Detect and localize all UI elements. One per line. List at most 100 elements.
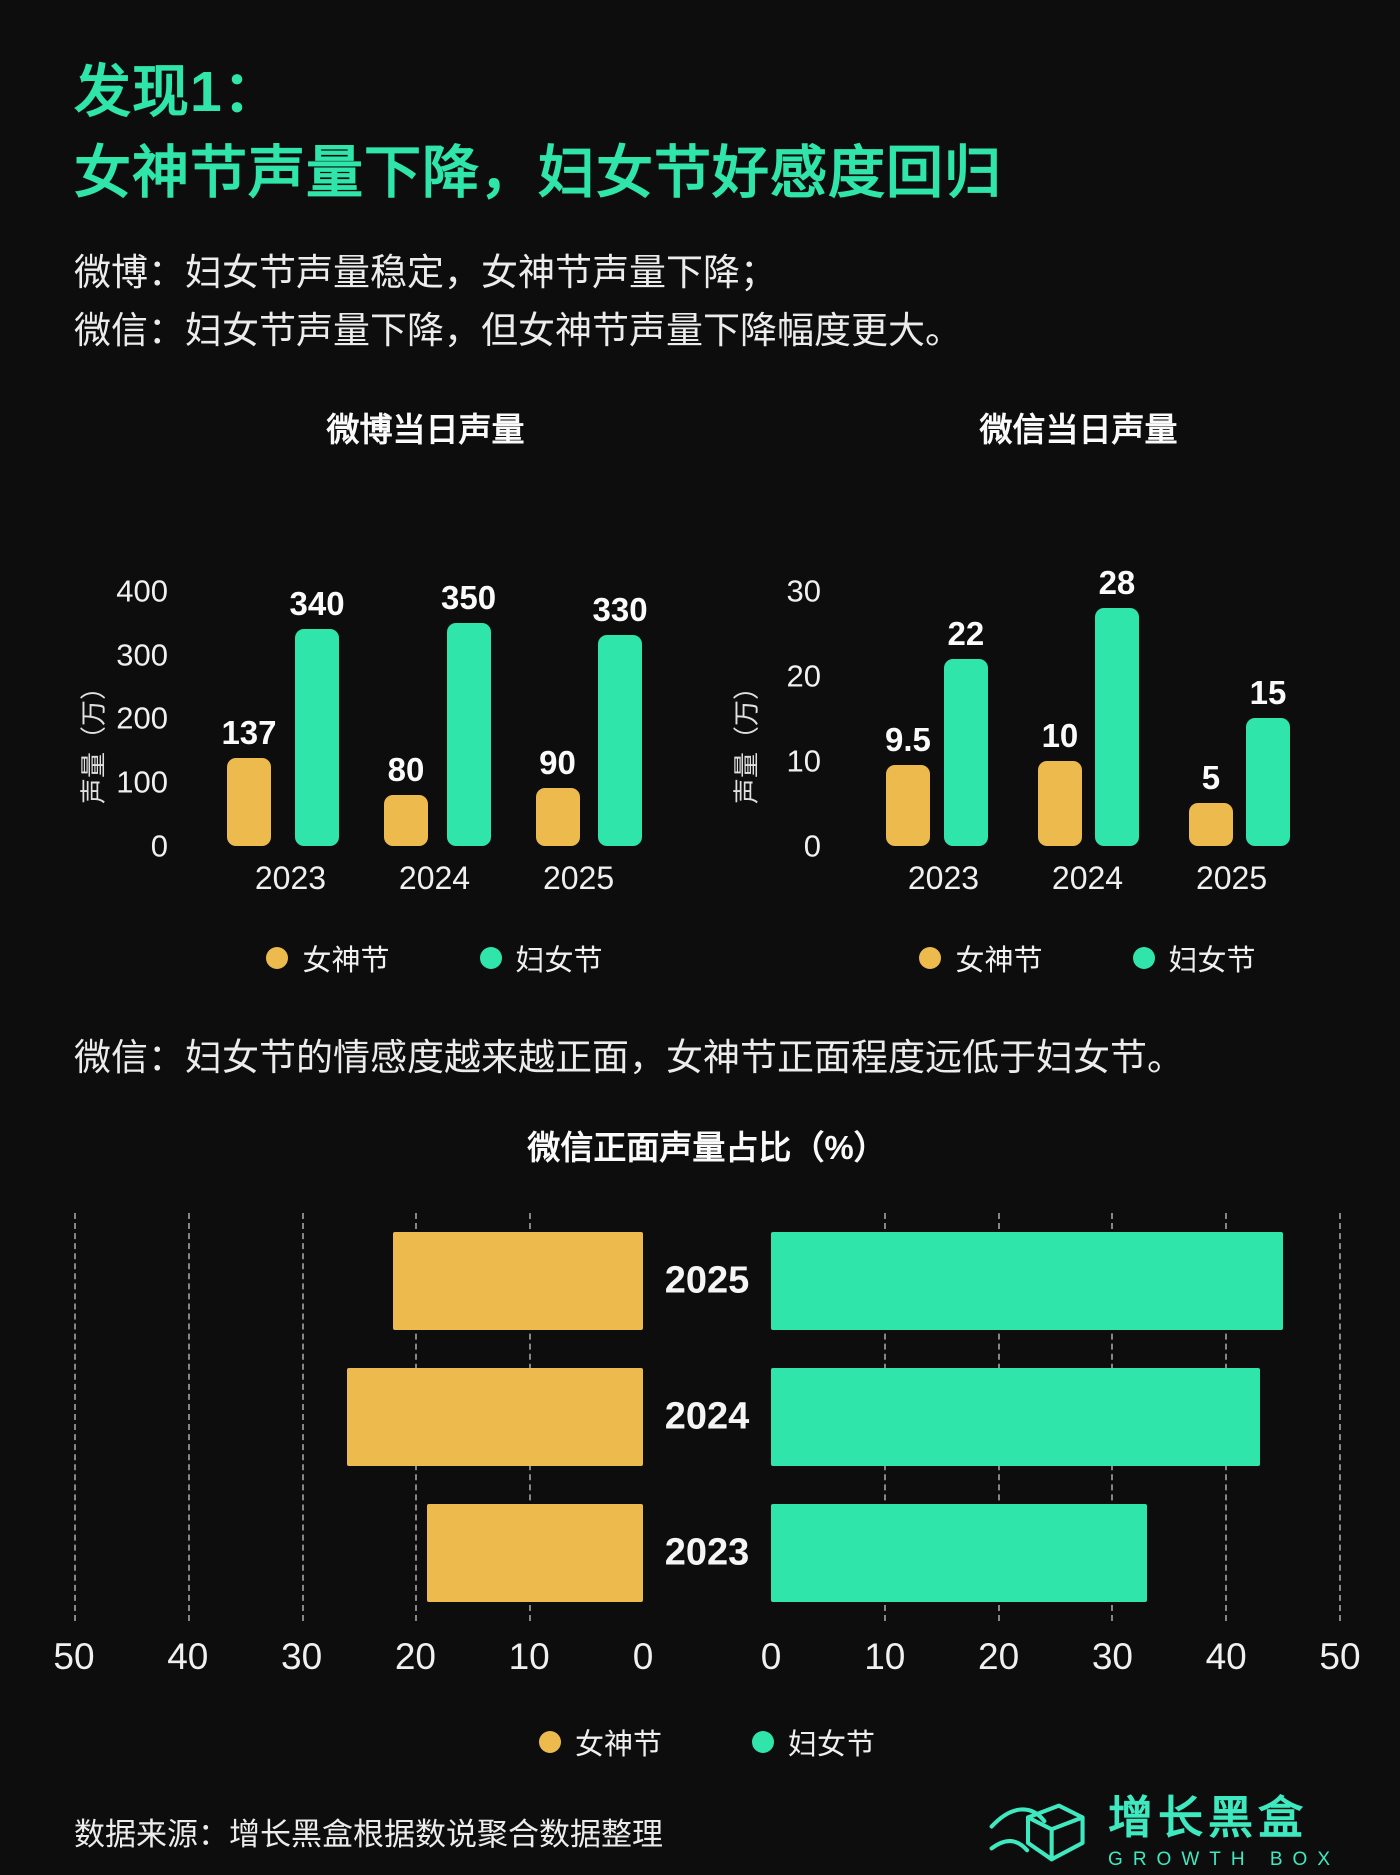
chart-legend: 女神节 妇女节 bbox=[74, 937, 687, 979]
chart-title-wechat: 微信当日声量 bbox=[979, 410, 1178, 448]
gridline bbox=[1339, 1212, 1341, 1621]
legend-label: 妇女节 bbox=[515, 944, 603, 977]
x-axis-label: 2025 bbox=[1195, 859, 1268, 896]
wechat-volume-chart: 微信当日声量 声量（万） 30 20 10 0 9.5 22 10 28 5 15 2023 20… bbox=[727, 403, 1340, 979]
bar-series-1 bbox=[1094, 607, 1139, 846]
bar-series-1 bbox=[598, 635, 643, 846]
weibo-volume-chart: 微博当日声量 声量（万） 400 300 200 100 0 137 340 80 350 90… bbox=[74, 403, 687, 979]
legend-item: 妇女节 bbox=[752, 1721, 875, 1763]
legend-item: 妇女节 bbox=[1132, 937, 1256, 979]
bar-value-label: 90 bbox=[539, 744, 576, 782]
butterfly-left-half bbox=[74, 1212, 643, 1621]
y-axis-ticks: 30 20 10 0 bbox=[763, 575, 835, 861]
bar-group-2023: 137 340 bbox=[221, 587, 345, 846]
bar-value-label: 350 bbox=[441, 578, 497, 616]
legend-item: 女神节 bbox=[266, 937, 390, 979]
bar-column-series-0: 10 bbox=[1037, 716, 1082, 846]
bar-group-2024: 80 350 bbox=[384, 581, 496, 846]
bar-value-label: 10 bbox=[1041, 716, 1079, 754]
growth-box-logo: 增长黑盒 GROWTH BOX bbox=[988, 1789, 1340, 1875]
bar-series-1 bbox=[295, 629, 340, 846]
y-axis-label-zone: 声量（万） bbox=[727, 591, 763, 846]
bar-womensday-2025 bbox=[771, 1231, 1284, 1330]
bar-value-label: 330 bbox=[592, 591, 648, 629]
butterfly-year-column: 2025 2024 2023 bbox=[643, 1213, 771, 1621]
axis-number: 50 bbox=[53, 1635, 95, 1677]
axis-number: 50 bbox=[1319, 1635, 1361, 1677]
top-charts-row: 微博当日声量 声量（万） 400 300 200 100 0 137 340 80 350 90… bbox=[74, 403, 1340, 979]
bar-column-series-0: 9.5 bbox=[885, 723, 931, 846]
legend-dot bbox=[1132, 946, 1155, 969]
intro-line-weibo: 微博：妇女节声量稳定，女神节声量下降； bbox=[74, 251, 777, 293]
axis-number: 40 bbox=[167, 1635, 209, 1677]
bar-series-1 bbox=[1245, 718, 1290, 846]
x-axis-label: 2023 bbox=[254, 859, 327, 896]
chart-title-weibo: 微博当日声量 bbox=[326, 410, 525, 448]
bar-series-0 bbox=[226, 758, 271, 846]
y-axis-label: 声量（万） bbox=[78, 673, 109, 804]
bar-series-1 bbox=[943, 658, 988, 846]
y-axis-tick: 0 bbox=[150, 828, 168, 864]
bar-column-series-0: 80 bbox=[384, 753, 428, 846]
legend-dot bbox=[266, 946, 289, 969]
wechat-sentiment-text: 微信：妇女节的情感度越来越正面，女神节正面程度远低于妇女节。 bbox=[74, 1036, 1184, 1078]
growth-box-logo-icon bbox=[989, 1803, 1085, 1862]
y-axis-tick: 300 bbox=[116, 637, 168, 673]
bar-column-series-1: 350 bbox=[441, 581, 496, 846]
x-axis-label: 2025 bbox=[542, 859, 615, 896]
logo-text: 增长黑盒 GROWTH BOX bbox=[1108, 1793, 1340, 1872]
bar-column-series-1: 340 bbox=[290, 587, 345, 846]
bar-value-label: 22 bbox=[947, 614, 985, 652]
bar-group-2024: 10 28 bbox=[1037, 563, 1139, 846]
y-axis-tick: 0 bbox=[803, 828, 821, 864]
wechat-plot: 声量（万） 30 20 10 0 9.5 22 10 28 5 15 bbox=[727, 566, 1340, 861]
page-title-line1: 发现1： bbox=[74, 60, 281, 124]
gridline bbox=[301, 1212, 304, 1621]
y-axis-tick: 200 bbox=[116, 700, 168, 736]
gridline bbox=[187, 1212, 190, 1621]
axis-right: 0 10 20 30 40 50 bbox=[761, 1633, 1361, 1681]
bar-series-1 bbox=[446, 622, 491, 846]
bar-series-0 bbox=[1037, 760, 1082, 846]
intro-line-wechat: 微信：妇女节声量下降，但女神节声量下降幅度更大。 bbox=[74, 310, 962, 352]
bar-series-0 bbox=[384, 794, 428, 846]
axis-number: 40 bbox=[1205, 1635, 1247, 1677]
bar-column-series-0: 5 bbox=[1188, 761, 1233, 846]
y-axis-tick: 20 bbox=[786, 658, 821, 694]
bar-column-series-1: 28 bbox=[1094, 563, 1139, 846]
bar-series-0 bbox=[535, 788, 580, 846]
axis-number: 20 bbox=[978, 1635, 1020, 1677]
y-axis-tick: 400 bbox=[116, 573, 168, 609]
legend-item: 女神节 bbox=[919, 937, 1043, 979]
positive-share-chart: 2025 2024 2023 bbox=[74, 1212, 1341, 1621]
footer: 数据来源：增长黑盒根据数说聚合数据整理 增长黑盒 GROWTH BOX bbox=[74, 1789, 1340, 1875]
bar-value-label: 137 bbox=[221, 714, 277, 752]
y-axis-label: 声量（万） bbox=[731, 673, 762, 804]
year-label: 2024 bbox=[664, 1395, 750, 1438]
axis-number: 0 bbox=[632, 1635, 654, 1677]
axis-number: 30 bbox=[281, 1635, 323, 1677]
y-axis-tick: 10 bbox=[786, 743, 821, 779]
intro-text: 微博：妇女节声量稳定，女神节声量下降； 微信：妇女节声量下降，但女神节声量下降幅… bbox=[74, 244, 1340, 361]
bar-group-2023: 9.5 22 bbox=[885, 617, 988, 846]
bar-value-label: 15 bbox=[1249, 674, 1287, 712]
legend-dot bbox=[479, 946, 502, 969]
data-source-text: 数据来源：增长黑盒根据数说聚合数据整理 bbox=[74, 1817, 663, 1853]
bar-womensday-2024 bbox=[771, 1367, 1261, 1466]
gridline bbox=[74, 1212, 76, 1621]
butterfly-right-half bbox=[771, 1212, 1341, 1621]
chart-title-positive-share: 微信正面声量占比（%） bbox=[527, 1128, 887, 1166]
axis-number: 0 bbox=[760, 1635, 782, 1677]
bars-area: 137 340 80 350 90 330 bbox=[182, 581, 687, 846]
y-axis-label-zone: 声量（万） bbox=[74, 591, 110, 846]
bar-column-series-0: 137 bbox=[221, 714, 277, 846]
bar-value-label: 340 bbox=[289, 585, 345, 623]
y-axis-tick: 30 bbox=[786, 573, 821, 609]
bar-value-label: 28 bbox=[1098, 563, 1136, 601]
bar-goddess-2024 bbox=[347, 1367, 643, 1466]
bar-group-2025: 90 330 bbox=[535, 591, 648, 846]
bar-column-series-1: 330 bbox=[592, 591, 648, 846]
y-axis-ticks: 400 300 200 100 0 bbox=[110, 575, 182, 861]
year-label: 2023 bbox=[664, 1531, 750, 1574]
